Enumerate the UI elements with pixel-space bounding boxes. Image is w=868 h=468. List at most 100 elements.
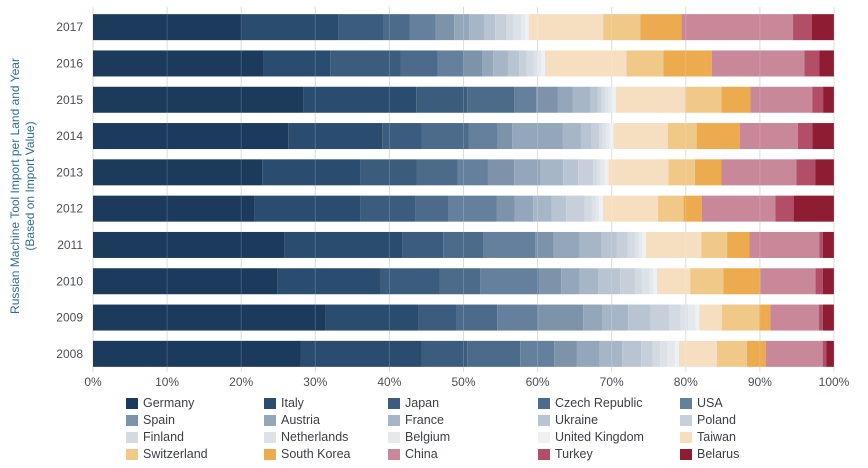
x-tick-label: 30% xyxy=(303,375,327,389)
bar-segment xyxy=(93,195,255,222)
bar-segment xyxy=(669,304,681,331)
legend-label: Belgium xyxy=(405,430,450,444)
bar-segment xyxy=(770,304,820,331)
legend-item: Japan xyxy=(388,396,439,410)
bar-segment xyxy=(497,123,513,150)
bar-segment xyxy=(93,159,263,186)
bar-segment xyxy=(288,123,383,150)
bar-segment xyxy=(93,304,326,331)
y-axis-title-line1: Russian Machine Tool Import per Land and… xyxy=(8,58,22,314)
bar-segment xyxy=(416,159,458,186)
bar-segment xyxy=(701,231,728,258)
x-tick-label: 70% xyxy=(600,375,624,389)
bar-segment xyxy=(572,86,591,113)
bar-segment xyxy=(695,304,700,331)
bar-segment xyxy=(653,268,658,295)
bar-segment xyxy=(690,268,724,295)
bar-segment xyxy=(521,14,525,41)
bar-segment xyxy=(493,50,508,77)
bar-segment xyxy=(678,340,717,367)
legend-label: Spain xyxy=(143,413,175,427)
legend-item: Czech Republic xyxy=(538,396,643,410)
bar-segment xyxy=(819,50,834,77)
legend-swatch xyxy=(264,398,276,409)
bar-segment xyxy=(701,195,776,222)
bar-segment xyxy=(823,86,834,113)
bar-segment xyxy=(681,14,794,41)
bar-segment xyxy=(483,231,536,258)
legend-label: USA xyxy=(697,396,723,410)
bar-segment xyxy=(526,50,534,77)
bar-segment xyxy=(93,268,278,295)
bar-segment xyxy=(812,123,834,150)
bar-segment xyxy=(483,14,496,41)
legend-swatch xyxy=(680,398,692,409)
bar-segment xyxy=(620,268,635,295)
legend-label: United Kingdom xyxy=(555,430,644,444)
legend-item: Austria xyxy=(264,413,320,427)
bar-segment xyxy=(553,231,580,258)
bar-segment xyxy=(468,123,498,150)
legend-label: Japan xyxy=(405,396,439,410)
bar-segment xyxy=(716,340,748,367)
legend-item: France xyxy=(388,413,444,427)
bar-segment xyxy=(590,86,598,113)
bar-segment xyxy=(616,231,628,258)
bar-segment xyxy=(487,159,515,186)
bar-segment xyxy=(723,268,761,295)
bar-segment xyxy=(93,231,285,258)
bar-segment xyxy=(360,195,416,222)
bar-segment xyxy=(598,268,621,295)
legend-item: United Kingdom xyxy=(538,430,644,444)
bar-segment xyxy=(649,268,654,295)
y-tick-label: 2014 xyxy=(56,129,83,143)
bar-segment xyxy=(467,340,521,367)
bar-segment xyxy=(580,123,592,150)
bar-segment xyxy=(448,195,497,222)
legend-item: South Korea xyxy=(264,447,351,461)
bar-segment xyxy=(514,159,541,186)
bar-segment xyxy=(604,159,609,186)
bar-segment xyxy=(519,50,527,77)
y-tick-label: 2017 xyxy=(56,20,83,34)
bar-segment xyxy=(608,159,669,186)
legend-swatch xyxy=(126,415,138,426)
legend-item: Poland xyxy=(680,413,736,427)
bar-segment xyxy=(616,86,686,113)
bar-segment xyxy=(578,159,594,186)
bar-segment xyxy=(667,123,697,150)
bar-segment xyxy=(822,231,834,258)
bar-segment xyxy=(416,86,468,113)
bar-segment xyxy=(554,340,577,367)
bar-segment xyxy=(506,14,514,41)
legend-label: Germany xyxy=(143,396,195,410)
bar-segment xyxy=(539,268,562,295)
bar-segment xyxy=(262,159,361,186)
legend-swatch xyxy=(538,432,550,443)
legend-item: Germany xyxy=(126,396,195,410)
legend-swatch xyxy=(388,432,400,443)
legend-label: China xyxy=(405,447,438,461)
bar-segment xyxy=(600,159,605,186)
bar-segment xyxy=(482,50,494,77)
bar-segment xyxy=(721,304,760,331)
bar-segment xyxy=(541,50,546,77)
bar-segment xyxy=(533,195,552,222)
bars xyxy=(93,14,834,367)
legend-label: Turkey xyxy=(555,447,593,461)
bar-segment xyxy=(524,14,529,41)
bar-segment xyxy=(330,50,401,77)
bar-segment xyxy=(512,123,563,150)
bar-segment xyxy=(796,159,816,186)
bar-segment xyxy=(804,50,820,77)
legend-item: Finland xyxy=(126,430,184,444)
bar-segment xyxy=(402,231,444,258)
bar-segment xyxy=(421,123,469,150)
bar-segment xyxy=(822,304,834,331)
bar-segment xyxy=(765,340,823,367)
bar-segment xyxy=(93,14,242,41)
bar-segment xyxy=(642,231,646,258)
bar-segment xyxy=(382,123,422,150)
bar-segment xyxy=(443,231,484,258)
